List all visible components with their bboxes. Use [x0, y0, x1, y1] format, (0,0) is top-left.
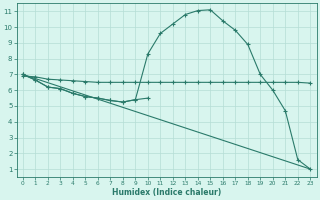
X-axis label: Humidex (Indice chaleur): Humidex (Indice chaleur) — [112, 188, 221, 197]
